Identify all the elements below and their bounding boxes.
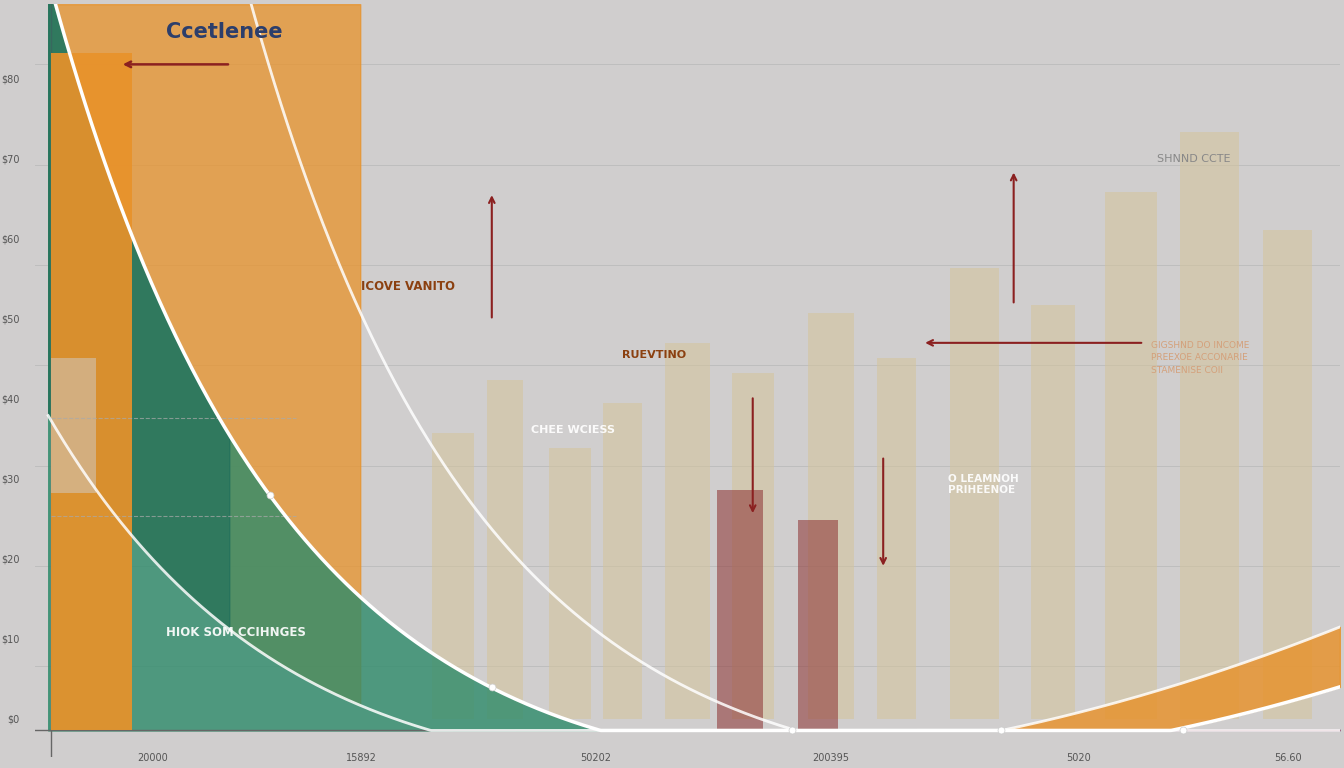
Text: 200395: 200395: [813, 753, 849, 763]
Text: O LEAMNOH
PRIHEENOE: O LEAMNOH PRIHEENOE: [949, 474, 1019, 495]
Bar: [602, 403, 642, 719]
Text: $0: $0: [7, 714, 20, 724]
Text: HIOK SOM CCIHNGES: HIOK SOM CCIHNGES: [165, 627, 305, 640]
Bar: [1105, 192, 1157, 719]
Bar: [950, 267, 1000, 719]
Text: $40: $40: [1, 394, 20, 404]
Bar: [665, 343, 711, 719]
Bar: [716, 490, 762, 730]
Text: 5020: 5020: [1067, 753, 1091, 763]
Text: ICOVE VANITO: ICOVE VANITO: [362, 280, 456, 293]
Text: $80: $80: [1, 74, 20, 84]
Bar: [798, 520, 837, 730]
Bar: [51, 53, 132, 730]
Text: $60: $60: [1, 234, 20, 244]
Bar: [431, 433, 473, 719]
Text: $20: $20: [1, 554, 20, 564]
Text: GIGSHND DO INCOME
PREEXOE ACCONARIE
STAMENISE COII: GIGSHND DO INCOME PREEXOE ACCONARIE STAM…: [1150, 341, 1249, 375]
Text: Ccetlenee: Ccetlenee: [165, 22, 282, 42]
Bar: [550, 449, 591, 719]
Bar: [808, 313, 855, 719]
Bar: [876, 358, 915, 719]
Text: 56.60: 56.60: [1274, 753, 1301, 763]
Text: RUEVTINO: RUEVTINO: [622, 350, 687, 360]
Text: $10: $10: [1, 634, 20, 644]
Text: $50: $50: [1, 314, 20, 324]
Bar: [1031, 305, 1075, 719]
Bar: [51, 358, 97, 493]
Text: $70: $70: [1, 154, 20, 164]
Text: SHNND CCTE: SHNND CCTE: [1157, 154, 1231, 164]
Bar: [1180, 132, 1239, 719]
Text: CHEE WCIESS: CHEE WCIESS: [531, 425, 616, 435]
Text: 50202: 50202: [581, 753, 612, 763]
Bar: [732, 373, 774, 719]
Text: 15892: 15892: [345, 753, 376, 763]
Bar: [1263, 230, 1313, 719]
Text: 20000: 20000: [137, 753, 168, 763]
Bar: [487, 380, 523, 719]
Text: $30: $30: [1, 475, 20, 485]
